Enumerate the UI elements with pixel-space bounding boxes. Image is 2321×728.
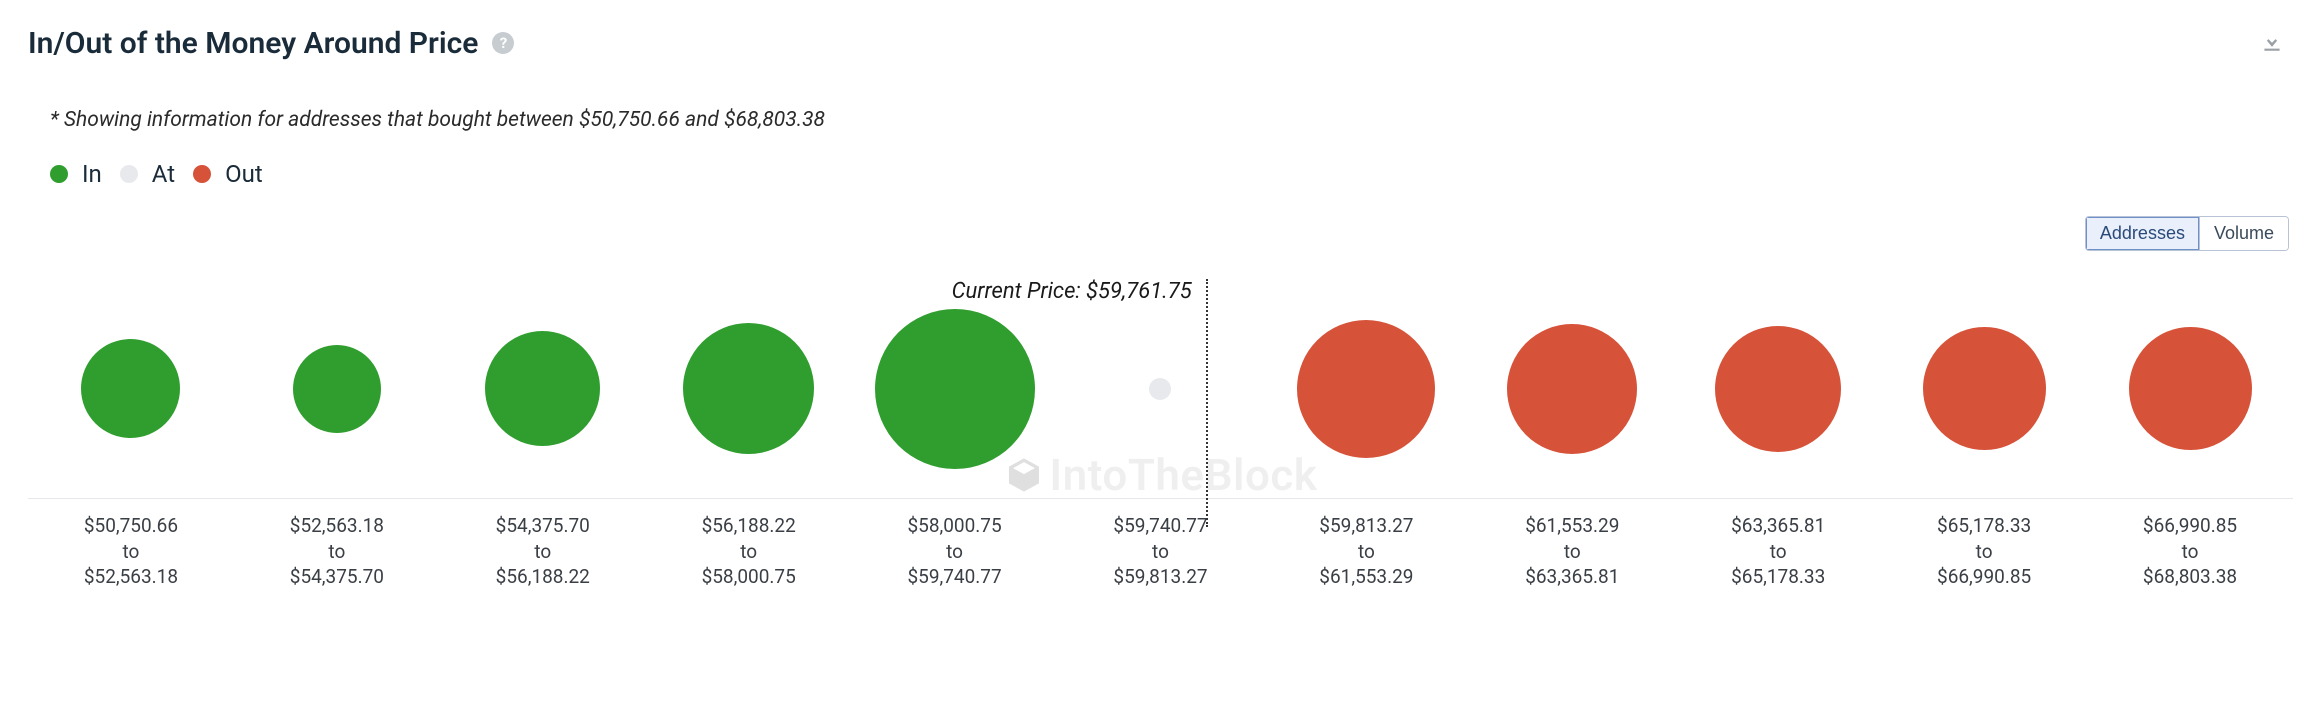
range-to: $65,178.33 [1675,564,1881,590]
legend-label-at: At [152,160,175,188]
range-to: $52,563.18 [28,564,234,590]
bubble-in [683,323,814,454]
bubble-cell[interactable] [2087,279,2293,498]
range-label: $65,178.33to$66,990.85 [1881,513,2087,590]
range-to-word: to [1675,539,1881,565]
swatch-at [120,165,138,183]
bubble-cell[interactable] [646,279,852,498]
bubble-in [875,309,1035,469]
help-icon[interactable]: ? [492,32,514,54]
range-to: $61,553.29 [1263,564,1469,590]
legend-item-out: Out [193,160,263,188]
bubble-in [293,345,381,433]
range-from: $52,563.18 [234,513,440,539]
panel-header: In/Out of the Money Around Price ? [28,20,2293,66]
range-label: $54,375.70to$56,188.22 [440,513,646,590]
bubble-out [1923,327,2046,450]
range-to: $63,365.81 [1469,564,1675,590]
range-label: $66,990.85to$68,803.38 [2087,513,2293,590]
range-to: $59,740.77 [852,564,1058,590]
bubble-cell[interactable] [234,279,440,498]
bubble-cell[interactable] [1058,279,1264,498]
legend-item-at: At [120,160,175,188]
range-label: $61,553.29to$63,365.81 [1469,513,1675,590]
download-icon[interactable] [2251,20,2293,66]
bubble-in [485,331,600,446]
range-label: $59,740.77to$59,813.27 [1058,513,1264,590]
bubble-cell[interactable] [1263,279,1469,498]
range-label: $52,563.18to$54,375.70 [234,513,440,590]
bubble-out [1715,326,1841,452]
toggle-wrap: AddressesVolume [28,216,2293,251]
range-to: $66,990.85 [1881,564,2087,590]
range-label: $50,750.66to$52,563.18 [28,513,234,590]
legend-label-out: Out [225,160,263,188]
range-from: $59,740.77 [1058,513,1264,539]
range-to: $59,813.27 [1058,564,1264,590]
range-to-word: to [646,539,852,565]
range-from: $66,990.85 [2087,513,2293,539]
range-to: $54,375.70 [234,564,440,590]
range-to: $56,188.22 [440,564,646,590]
swatch-out [193,165,211,183]
range-label: $58,000.75to$59,740.77 [852,513,1058,590]
bubble-in [81,339,180,438]
range-from: $63,365.81 [1675,513,1881,539]
range-from: $65,178.33 [1881,513,2087,539]
range-from: $56,188.22 [646,513,852,539]
range-to-word: to [852,539,1058,565]
range-from: $59,813.27 [1263,513,1469,539]
toggle-option-volume[interactable]: Volume [2199,217,2288,250]
range-to-word: to [234,539,440,565]
metric-toggle: AddressesVolume [2085,216,2289,251]
range-to-word: to [1058,539,1264,565]
bubble-cell[interactable] [1881,279,2087,498]
chart-area: Current Price: $59,761.75 IntoTheBlock $… [28,279,2293,590]
range-to-word: to [1469,539,1675,565]
range-to: $68,803.38 [2087,564,2293,590]
bubble-cell[interactable] [1469,279,1675,498]
legend-label-in: In [82,160,102,188]
range-to: $58,000.75 [646,564,852,590]
range-from: $50,750.66 [28,513,234,539]
bubble-cell[interactable] [852,279,1058,498]
panel-title: In/Out of the Money Around Price [28,26,478,61]
range-to-word: to [1881,539,2087,565]
bubble-cell[interactable] [1675,279,1881,498]
range-label: $59,813.27to$61,553.29 [1263,513,1469,590]
range-from: $54,375.70 [440,513,646,539]
bubble-cell[interactable] [28,279,234,498]
range-to-word: to [440,539,646,565]
range-to-word: to [28,539,234,565]
range-label: $63,365.81to$65,178.33 [1675,513,1881,590]
range-from: $61,553.29 [1469,513,1675,539]
bubble-out [1297,320,1435,458]
subtitle-note: * Showing information for addresses that… [28,108,2293,132]
legend-item-in: In [50,160,102,188]
bubbles-row [28,279,2293,499]
swatch-in [50,165,68,183]
range-from: $58,000.75 [852,513,1058,539]
legend: In At Out [28,160,2293,188]
bubble-at [1149,378,1171,400]
bubble-out [2129,327,2252,450]
range-label: $56,188.22to$58,000.75 [646,513,852,590]
toggle-option-addresses[interactable]: Addresses [2086,217,2199,250]
iotm-panel: In/Out of the Money Around Price ? * Sho… [0,0,2321,614]
bubble-cell[interactable] [440,279,646,498]
bubble-out [1507,324,1637,454]
range-to-word: to [1263,539,1469,565]
range-to-word: to [2087,539,2293,565]
labels-row: $50,750.66to$52,563.18$52,563.18to$54,37… [28,513,2293,590]
title-wrap: In/Out of the Money Around Price ? [28,26,514,61]
